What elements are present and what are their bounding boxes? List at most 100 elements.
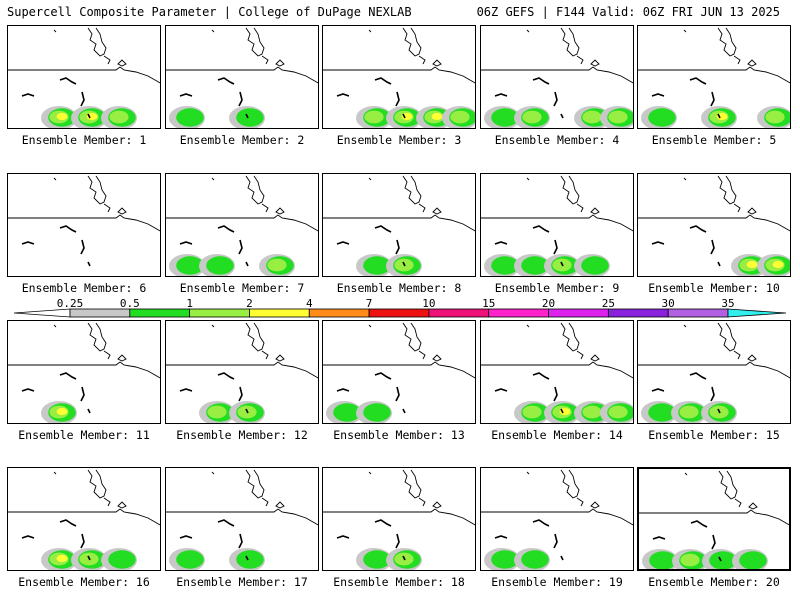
border-line xyxy=(8,214,160,232)
panel-map xyxy=(166,175,318,276)
lake-outline xyxy=(402,408,406,414)
coastline-tail xyxy=(261,350,269,360)
island-speck xyxy=(526,177,530,181)
map-outlines xyxy=(323,27,475,84)
lake-outline xyxy=(80,533,85,549)
coastline-tail xyxy=(418,497,426,507)
lake-outline xyxy=(560,113,564,119)
scp-shading-level-1 xyxy=(236,108,264,127)
island-outline xyxy=(748,502,758,510)
coastline-tail xyxy=(576,497,584,507)
panel-map xyxy=(481,175,633,276)
scp-shading-level-1 xyxy=(363,550,391,569)
panel-map xyxy=(166,27,318,128)
lake-outlines xyxy=(21,77,91,119)
lake-outline xyxy=(336,535,350,539)
ensemble-member-panel xyxy=(480,173,634,277)
lake-outlines xyxy=(21,519,91,561)
plot-title: Supercell Composite Parameter | College … xyxy=(7,5,412,19)
lake-outline xyxy=(80,239,85,255)
island-speck xyxy=(211,29,215,33)
border-line xyxy=(323,66,475,84)
lake-outlines xyxy=(336,77,406,119)
lake-outline xyxy=(553,533,558,549)
coastline xyxy=(717,322,737,352)
lake-outline xyxy=(494,388,508,392)
panel-label: Ensemble Member: 4 xyxy=(494,133,620,147)
coastline-tail xyxy=(576,350,584,360)
colorbar-segment xyxy=(368,308,430,318)
lake-outlines xyxy=(651,77,721,119)
ensemble-member-panel xyxy=(322,320,476,424)
lake-outlines xyxy=(179,77,249,119)
coastline xyxy=(718,470,738,500)
scp-shading-level-2 xyxy=(582,110,602,124)
lake-outline xyxy=(59,77,77,85)
lake-outline xyxy=(402,113,406,119)
coastline xyxy=(560,469,580,499)
panel-label: Ensemble Member: 7 xyxy=(179,281,305,295)
ensemble-member-panel xyxy=(637,320,791,424)
island-outline xyxy=(117,501,127,509)
colorbar-tick-label: 10 xyxy=(422,297,436,310)
lake-outlines xyxy=(494,519,564,561)
scp-shading-level-1 xyxy=(206,256,234,275)
ensemble-member-panel xyxy=(480,467,634,571)
lake-outline xyxy=(245,261,249,267)
lake-outline xyxy=(402,555,406,561)
island-speck xyxy=(526,471,530,475)
lake-outline xyxy=(374,519,392,527)
coastline-tail xyxy=(734,498,742,508)
scp-shading-level-3 xyxy=(56,407,68,416)
lake-outline xyxy=(532,77,550,85)
border-line xyxy=(166,361,318,379)
lake-outline xyxy=(374,225,392,233)
scp-shading-level-2 xyxy=(582,405,602,419)
colorbar-segment xyxy=(69,308,131,318)
panel-label: Ensemble Member: 8 xyxy=(336,281,462,295)
scp-shading-level-2 xyxy=(765,110,785,124)
island-speck xyxy=(526,29,530,33)
border-line xyxy=(638,361,790,379)
coastline xyxy=(245,27,265,57)
coastline xyxy=(402,27,422,57)
coastline xyxy=(560,175,580,205)
coastline xyxy=(87,322,107,352)
colorbar-tick-label: 1 xyxy=(186,297,193,310)
coastline-tail xyxy=(261,497,269,507)
panel-label: Ensemble Member: 15 xyxy=(648,428,780,442)
island-outline xyxy=(747,59,757,67)
coastline xyxy=(87,175,107,205)
island-outline xyxy=(117,354,127,362)
island-outline xyxy=(747,207,757,215)
lake-outline xyxy=(179,388,193,392)
scp-shading-level-1 xyxy=(491,256,519,275)
island-speck xyxy=(683,324,687,328)
panel-label: Ensemble Member: 6 xyxy=(21,281,147,295)
panel-map xyxy=(638,175,790,276)
coastline xyxy=(402,175,422,205)
colorbar-segment xyxy=(189,308,250,318)
coastline-tail xyxy=(103,203,111,213)
lake-outline xyxy=(374,77,392,85)
scp-shading-level-2 xyxy=(608,110,628,124)
scp-shading-level-3 xyxy=(746,260,758,269)
scp-shading-level-2 xyxy=(450,110,470,124)
scp-shading-level-2 xyxy=(522,405,542,419)
island-speck xyxy=(368,471,372,475)
panel-map xyxy=(481,322,633,423)
lake-outline xyxy=(374,372,392,380)
coastline xyxy=(717,175,737,205)
scp-shading-level-1 xyxy=(648,403,676,422)
border-line xyxy=(638,214,790,232)
island-outline xyxy=(432,354,442,362)
ensemble-member-panel xyxy=(7,467,161,571)
lake-outline xyxy=(336,241,350,245)
ensemble-member-panel xyxy=(165,25,319,129)
lake-outline xyxy=(560,261,564,267)
lake-outline xyxy=(651,241,665,245)
coastline-tail xyxy=(261,55,269,65)
coastline-tail xyxy=(418,203,426,213)
scp-shading-level-1 xyxy=(176,256,204,275)
coastline xyxy=(245,322,265,352)
